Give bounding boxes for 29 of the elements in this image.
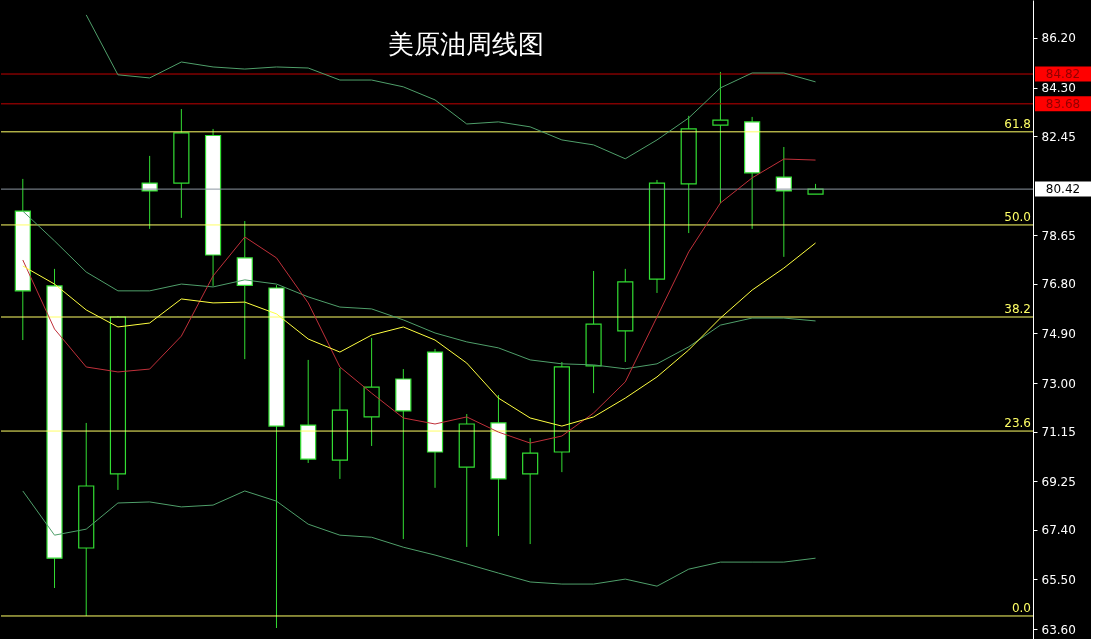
y-tick-label: 71.15 <box>1041 425 1076 440</box>
candlestick <box>522 437 539 545</box>
line-series <box>22 210 817 370</box>
y-tick-label: 82.45 <box>1041 129 1076 144</box>
y-tick-label: 86.20 <box>1041 31 1076 46</box>
candlestick <box>712 71 729 204</box>
annotation: 50.0 <box>1004 209 1031 224</box>
annotation: 38.2 <box>1004 302 1031 317</box>
candlestick <box>775 146 792 258</box>
y-tick-label: 65.50 <box>1041 572 1076 587</box>
y-tick-label: 78.65 <box>1041 228 1076 243</box>
y-tick-label: 63.60 <box>1041 622 1076 637</box>
line-series <box>22 490 817 587</box>
y-tick-label: 67.40 <box>1041 523 1076 538</box>
y-tick-label: 74.90 <box>1041 326 1076 341</box>
annotation: 23.6 <box>1004 416 1031 431</box>
line-series <box>85 14 817 160</box>
line-series <box>22 242 817 427</box>
annotation: 61.8 <box>1004 116 1031 131</box>
ref-line-label: 83.68 <box>1045 96 1081 111</box>
y-tick-label: 69.25 <box>1041 474 1076 489</box>
text: 美原油周线图 <box>388 29 544 59</box>
ref-line-label: 84.82 <box>1045 67 1081 82</box>
y-tick-label: 76.80 <box>1041 277 1076 292</box>
annotation: 0.0 <box>1011 600 1031 615</box>
ref-line-label: 80.42 <box>1045 182 1081 197</box>
line-series <box>22 158 817 444</box>
y-tick-label: 84.30 <box>1041 81 1076 96</box>
y-tick-label: 73.00 <box>1041 376 1076 391</box>
